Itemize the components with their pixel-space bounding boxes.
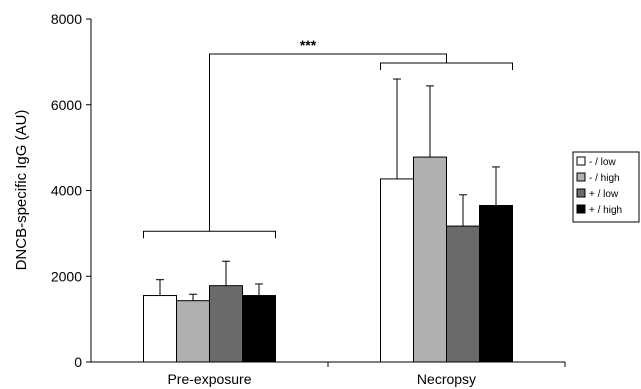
x-category-label: Necropsy	[417, 371, 476, 387]
legend-swatch	[576, 204, 586, 214]
bar	[413, 156, 447, 363]
legend-swatch	[576, 156, 586, 166]
legend-label: - / low	[589, 157, 616, 168]
y-tick-label: 2000	[51, 268, 82, 284]
group-bracket	[143, 230, 276, 239]
y-axis-label: DNCB-specific IgG (AU)	[13, 110, 30, 271]
y-tick-label: 0	[74, 354, 82, 370]
group-bracket	[380, 62, 513, 71]
significance-bracket	[209, 53, 447, 232]
legend-swatch	[576, 172, 586, 182]
y-tick-label: 8000	[51, 11, 82, 27]
legend-label: + / low	[589, 189, 619, 200]
bar	[209, 285, 243, 363]
bar	[446, 225, 480, 363]
bar	[242, 295, 276, 363]
bar	[380, 178, 414, 363]
significance-label: ***	[300, 37, 317, 53]
plot-area: 0 2000 4000 6000 8000 Pre-exposure Necropsy ***…	[51, 11, 640, 387]
x-category-label: Pre-exposure	[167, 371, 251, 387]
y-tick-label: 6000	[51, 97, 82, 113]
y-tick-label: 4000	[51, 183, 82, 199]
bar	[143, 295, 177, 363]
bar	[479, 205, 513, 363]
legend-label: - / high	[589, 173, 620, 184]
bar	[176, 300, 210, 363]
legend-label: + / high	[589, 205, 622, 216]
legend-swatch	[576, 188, 586, 198]
